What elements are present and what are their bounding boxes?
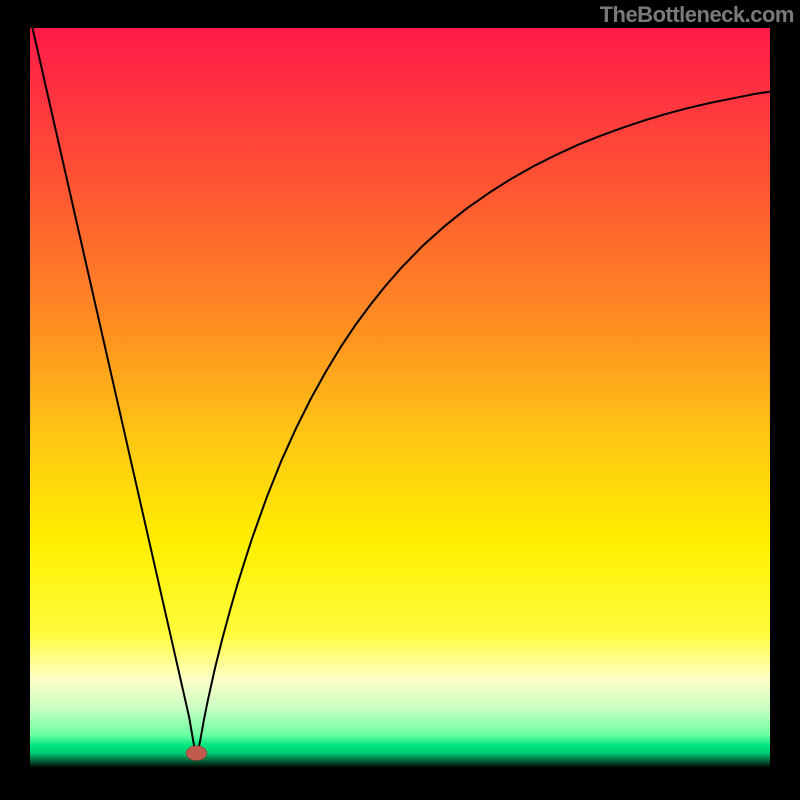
chart-background-gradient [30,28,770,768]
chart-outer-frame: TheBottleneck.com [0,0,800,800]
chart-plot-area [30,28,770,768]
watermark-text: TheBottleneck.com [600,2,794,28]
chart-svg [30,28,770,768]
minimum-marker [186,746,207,761]
